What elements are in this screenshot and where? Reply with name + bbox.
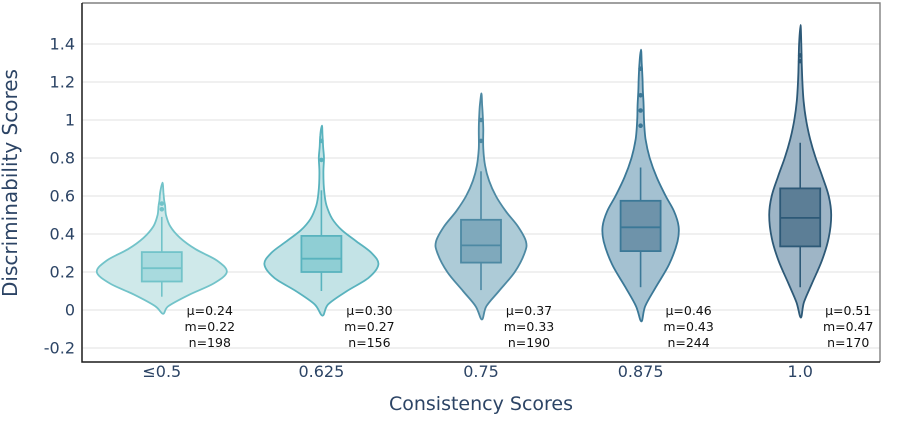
x-tick-label: 1.0 bbox=[787, 362, 812, 381]
x-tick-label: 0.875 bbox=[618, 362, 664, 381]
y-tick-label: 1.4 bbox=[50, 35, 75, 54]
violin-group bbox=[95, 181, 228, 315]
outlier-dot bbox=[638, 66, 643, 71]
x-tick-label: 0.625 bbox=[298, 362, 344, 381]
box bbox=[300, 234, 343, 273]
outlier-dot bbox=[319, 138, 324, 144]
violin-annotation-line: μ=0.24 bbox=[187, 303, 233, 318]
violin-group bbox=[434, 92, 528, 321]
violin-group bbox=[601, 48, 680, 323]
x-tick-labels: ≤0.5 0.625 0.75 0.875 1.0 bbox=[142, 362, 813, 381]
box bbox=[140, 251, 183, 283]
y-tick-label: 0.6 bbox=[50, 187, 75, 206]
violin-annotation-line: n=198 bbox=[189, 335, 231, 350]
y-axis-title: Discriminability Scores bbox=[0, 69, 22, 297]
y-tick-label: 0.8 bbox=[50, 149, 75, 168]
violin-annotation-line: m=0.33 bbox=[504, 319, 554, 334]
y-tick-label: 0.4 bbox=[50, 225, 75, 244]
y-tick-label: -0.2 bbox=[44, 339, 75, 358]
x-tick-label: ≤0.5 bbox=[142, 362, 181, 381]
violin-annotation-line: m=0.43 bbox=[663, 319, 713, 334]
violin-annotation-line: m=0.22 bbox=[185, 319, 235, 334]
outlier-dot bbox=[159, 207, 165, 212]
violin-annotation-line: n=156 bbox=[348, 335, 390, 350]
plot-border bbox=[81, 2, 881, 363]
outlier-dot bbox=[319, 157, 324, 163]
violin-annotation-line: n=244 bbox=[667, 335, 709, 350]
spine-left-bottom bbox=[81, 3, 880, 363]
violin-annotation-line: μ=0.51 bbox=[825, 303, 871, 318]
outlier-dot bbox=[159, 201, 165, 206]
violin-annotation-line: μ=0.46 bbox=[665, 303, 711, 318]
outlier-dot bbox=[797, 58, 803, 64]
violin-annotation-line: n=170 bbox=[827, 335, 869, 350]
x-axis-title: Consistency Scores bbox=[389, 393, 573, 415]
violin-annotation-line: μ=0.37 bbox=[506, 303, 552, 318]
violins-layer bbox=[95, 24, 833, 323]
y-tick-labels: -0.2 0 0.2 0.4 0.6 0.8 1 1.2 1.4 bbox=[44, 35, 75, 358]
box bbox=[460, 218, 502, 264]
y-tick-label: 0.2 bbox=[50, 263, 75, 282]
box bbox=[619, 199, 662, 253]
violin-annotation-line: m=0.27 bbox=[344, 319, 394, 334]
y-tick-label: 1.2 bbox=[50, 73, 75, 92]
y-tick-label: 1 bbox=[65, 111, 75, 130]
outlier-dot bbox=[478, 117, 484, 123]
y-tick-label: 0 bbox=[65, 301, 75, 320]
x-tick-label: 0.75 bbox=[463, 362, 499, 381]
outlier-dot bbox=[638, 123, 643, 128]
outlier-dot bbox=[638, 108, 643, 113]
outlier-dot bbox=[638, 93, 643, 98]
spine-top-right bbox=[82, 2, 881, 362]
violin-annotation-line: n=190 bbox=[508, 335, 550, 350]
stat-annotations: μ=0.24m=0.22n=198 μ=0.30m=0.27n=156 μ=0.37… bbox=[185, 303, 874, 350]
violin-group bbox=[768, 24, 833, 319]
violin-annotation-line: m=0.47 bbox=[823, 319, 873, 334]
violin-annotation-line: μ=0.30 bbox=[346, 303, 392, 318]
outlier-dot bbox=[478, 138, 484, 144]
outlier-dot bbox=[797, 53, 803, 58]
violin-group bbox=[263, 124, 380, 317]
